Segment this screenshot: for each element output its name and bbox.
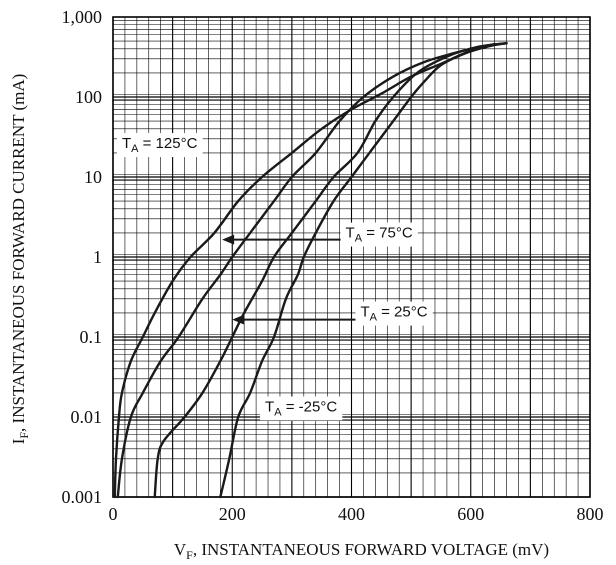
x-axis-title-sub: F [186,548,193,562]
y-axis-title-main: I [9,438,28,444]
x-tick-label: 200 [219,504,246,524]
series-line-2 [153,42,508,499]
series-curves [113,42,508,499]
y-tick-label: 1 [93,247,102,267]
annotation-bg-1 [340,222,418,247]
y-tick-label: 10 [84,167,102,187]
y-tick-label: 1,000 [62,7,103,27]
series-line-1 [116,42,502,499]
annotation-bg-2 [355,301,433,326]
x-tick-label: 800 [577,504,604,524]
annotation-label-3: TA = -25°C [265,399,337,419]
x-axis-title: VF, INSTANTANEOUS FORWARD VOLTAGE (mV) [174,540,549,562]
series-line-3 [219,42,508,499]
y-tick-label: 0.01 [71,407,103,427]
x-tick-label: 0 [109,504,118,524]
y-axis-title-rest: , INSTANTANEOUS FORWARD CURRENT (mA) [9,74,28,432]
y-tick-label: 0.001 [62,487,103,507]
annotation-label-0: TA = 125°C [122,135,198,155]
y-axis-ticks: 0.001 0.01 0.1 1 10 100 1,000 [62,7,103,507]
series-annotations: TA = 125°C TA = 75°C TA = 25°C TA = -25°C [116,133,433,421]
y-axis-title: IF, INSTANTANEOUS FORWARD CURRENT (mA) [9,74,31,445]
x-axis-title-rest: , INSTANTANEOUS FORWARD VOLTAGE (mV) [193,540,549,559]
annotation-label-2: TA = 25°C [360,304,427,324]
annotation-arrowhead-2 [232,314,245,325]
annotation-bg-0 [116,133,203,158]
y-tick-label: 100 [75,87,102,107]
x-tick-label: 600 [457,504,484,524]
annotation-bg-3 [260,396,343,421]
x-tick-label: 400 [338,504,365,524]
x-axis-ticks: 0 200 400 600 800 [109,504,604,524]
annotation-label-1: TA = 75°C [346,225,413,245]
x-axis-title-main: V [174,540,187,559]
y-tick-label: 0.1 [80,327,103,347]
y-axis-title-sub: F [17,432,31,439]
series-line-0 [113,42,496,499]
annotation-arrowhead-1 [222,234,235,245]
plot-frame [112,16,591,498]
